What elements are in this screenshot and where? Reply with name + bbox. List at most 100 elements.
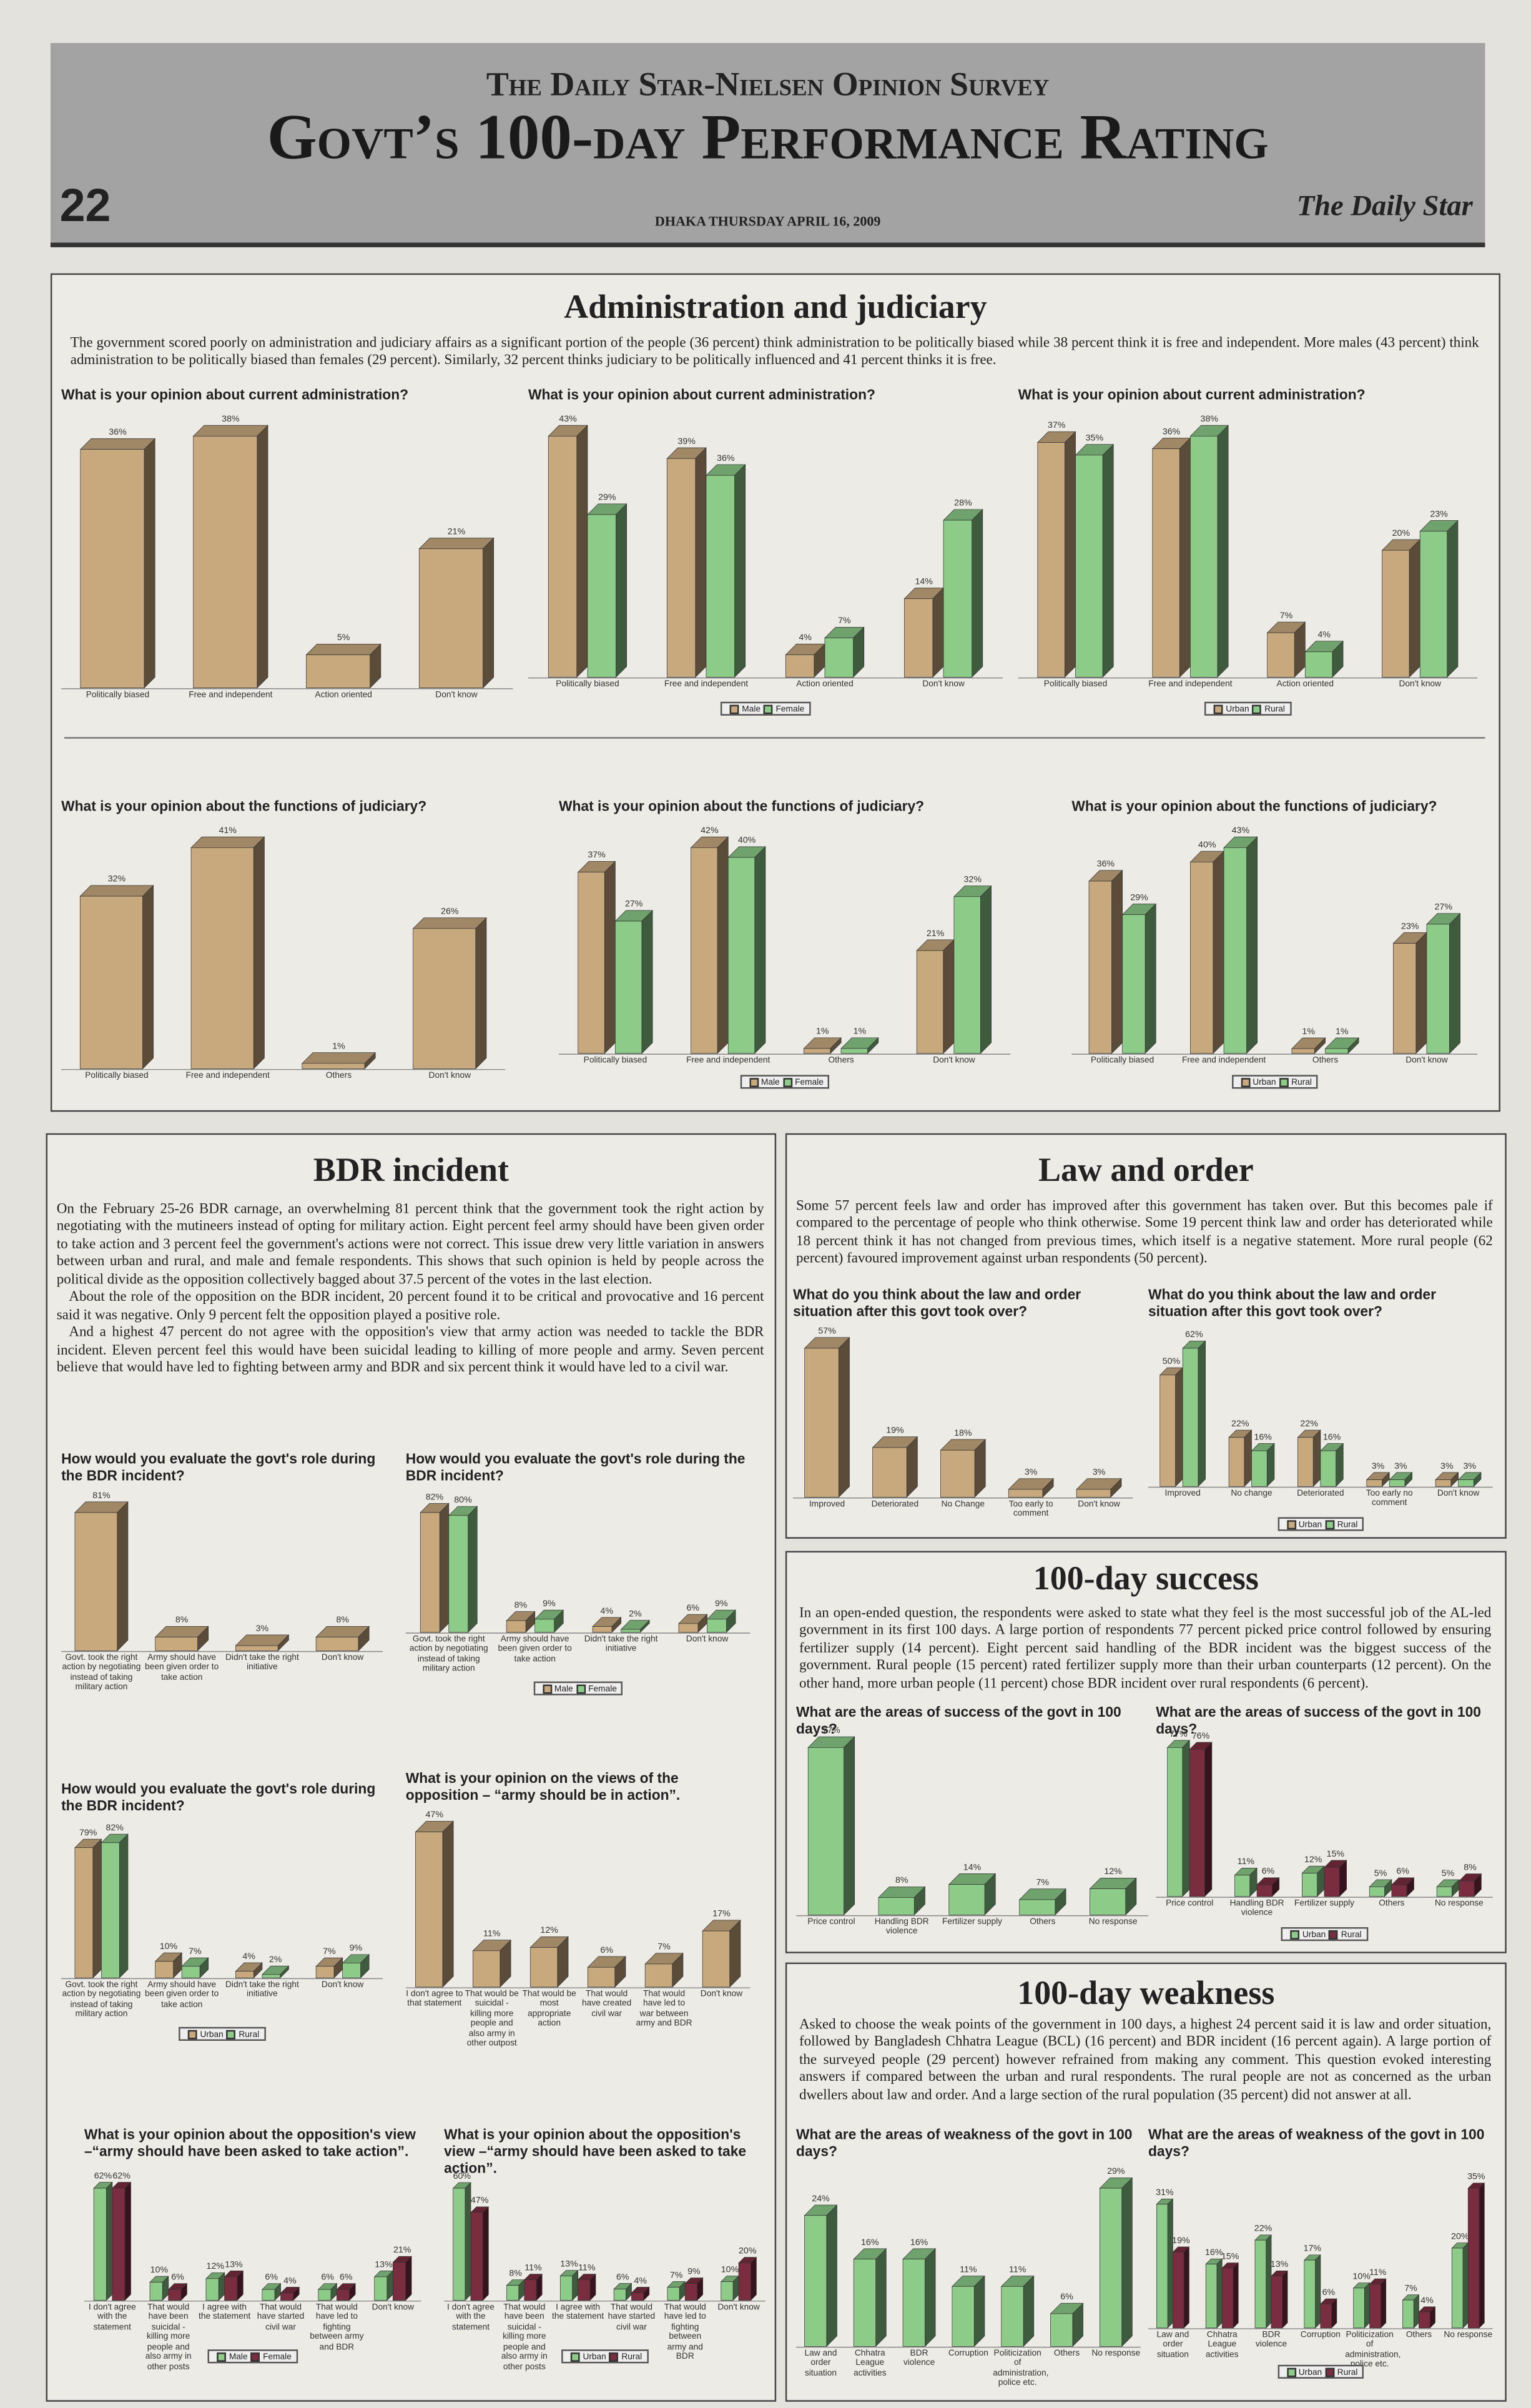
bar <box>1205 2258 1223 2329</box>
category-label: I don't agree with the statement <box>447 2303 495 2332</box>
bar-side <box>1023 2275 1035 2347</box>
bar <box>420 1503 450 1633</box>
value-label: 5% <box>1442 1868 1455 1878</box>
value-label: 24% <box>812 2194 830 2204</box>
page-number: 22 <box>59 181 111 232</box>
chart-title: What are the areas of success of the gov… <box>796 1704 1121 1737</box>
bar-side <box>1204 1742 1213 1897</box>
bar-side <box>1182 1740 1190 1897</box>
bar <box>529 1936 569 1988</box>
category-label: No response <box>1434 1899 1484 1909</box>
bar-front <box>1189 1749 1205 1897</box>
value-label: 12% <box>540 1925 558 1935</box>
bar <box>93 2181 113 2301</box>
value-label: 11% <box>1009 2264 1026 2274</box>
plot: 79% 82% 10% 7% 4% 2% 7% 9% <box>61 1823 383 1980</box>
bar <box>154 1952 183 1979</box>
kicker: The Daily Star-Nielsen Opinion Survey <box>486 64 1050 103</box>
bar-front <box>1324 1867 1340 1897</box>
value-label: 6% <box>1262 1867 1275 1877</box>
bar-front <box>1369 2284 1381 2329</box>
bar-side <box>616 503 628 678</box>
bar-front <box>190 847 254 1069</box>
category-label: Politically biased <box>86 691 150 701</box>
value-label: 8% <box>509 2268 522 2278</box>
legend-swatch <box>217 2351 226 2361</box>
bar-front <box>280 2292 294 2301</box>
bar <box>1457 1472 1482 1488</box>
bar-front <box>1019 1899 1056 1915</box>
value-label: 3% <box>256 1624 269 1634</box>
legend: Urban Rural <box>179 2026 265 2042</box>
bar-side <box>717 836 729 1054</box>
plot: 77% 8% 14% 7% 12% <box>796 1725 1148 1917</box>
bar <box>1000 2275 1035 2347</box>
chart-title: What do you think about the law and orde… <box>1148 1286 1437 1320</box>
legend-label: Female <box>795 1078 824 1087</box>
bar-side <box>1331 2298 1337 2329</box>
bar-front <box>1099 2188 1123 2347</box>
bar-front <box>738 2262 751 2301</box>
bar <box>631 2286 650 2301</box>
bar-front <box>943 520 972 678</box>
chart-title: What is your opinion about the oppositio… <box>84 2126 416 2159</box>
bar-front <box>315 1966 335 1978</box>
value-label: 6% <box>686 1603 699 1613</box>
category-label: Action oriented <box>796 680 854 690</box>
chart-title: What is your opinion on the views of the… <box>405 1770 681 1804</box>
category-label: Don't know <box>717 2303 760 2313</box>
value-label: 5% <box>337 633 350 643</box>
value-label: 47% <box>426 1810 444 1820</box>
legend-swatch <box>729 704 739 714</box>
bar-side <box>482 2206 489 2301</box>
value-label: 12% <box>207 2261 225 2271</box>
bar-front <box>1152 448 1180 678</box>
category-label: Don't know <box>922 680 965 690</box>
bar <box>506 1611 536 1633</box>
legend-swatch <box>749 1077 759 1087</box>
bar-front <box>952 2286 975 2347</box>
bar-side <box>1216 2258 1223 2329</box>
bar-front <box>529 1947 558 1988</box>
plot: 43% 29% 39% 36% 4% 7% 14% 28% <box>528 414 1003 679</box>
bar-front <box>1366 1479 1382 1487</box>
paragraph: Asked to choose the weak points of the g… <box>799 2018 1492 2104</box>
legend-label: Female <box>588 1684 617 1694</box>
bar-side <box>1409 539 1420 678</box>
bar-front <box>149 2282 163 2301</box>
bar-front <box>1436 1887 1452 1897</box>
chart-title: How would you evaluate the govt's role d… <box>61 1451 376 1484</box>
bar-side <box>1266 1443 1275 1488</box>
bar <box>101 1833 129 1979</box>
value-label: 11% <box>1369 2267 1387 2277</box>
legend-label: Rural <box>1337 2367 1358 2377</box>
value-label: 39% <box>677 437 696 447</box>
bar-front <box>524 2279 537 2301</box>
category-label: Fertilizer supply <box>1294 1899 1354 1909</box>
category-label: No response <box>1088 1918 1138 1928</box>
bar <box>559 2269 579 2301</box>
bar-side <box>465 2182 471 2301</box>
legend-label: Rural <box>621 2352 642 2362</box>
value-label: 8% <box>895 1875 908 1885</box>
bar <box>1392 932 1427 1054</box>
bar-front <box>1190 861 1214 1054</box>
value-label: 43% <box>1232 826 1250 836</box>
value-label: 6% <box>265 2272 278 2282</box>
bar-front <box>1267 632 1295 678</box>
legend: Male Female <box>720 701 811 717</box>
value-label: 20% <box>1451 2231 1469 2241</box>
bar-front <box>1182 1348 1199 1487</box>
bar <box>1182 1340 1206 1488</box>
bar-front <box>1075 455 1103 678</box>
value-label: 7% <box>323 1947 336 1956</box>
bar <box>785 643 825 678</box>
bar-top <box>79 885 154 897</box>
bar-side <box>734 464 746 678</box>
bar <box>824 626 865 678</box>
chart: What is your opinion about the oppositio… <box>84 2126 421 2372</box>
category-label: Don't know <box>321 1981 364 1990</box>
bar <box>1291 1037 1326 1054</box>
category-label: BDR violence <box>903 2349 935 2369</box>
bar-front <box>1391 1884 1407 1897</box>
